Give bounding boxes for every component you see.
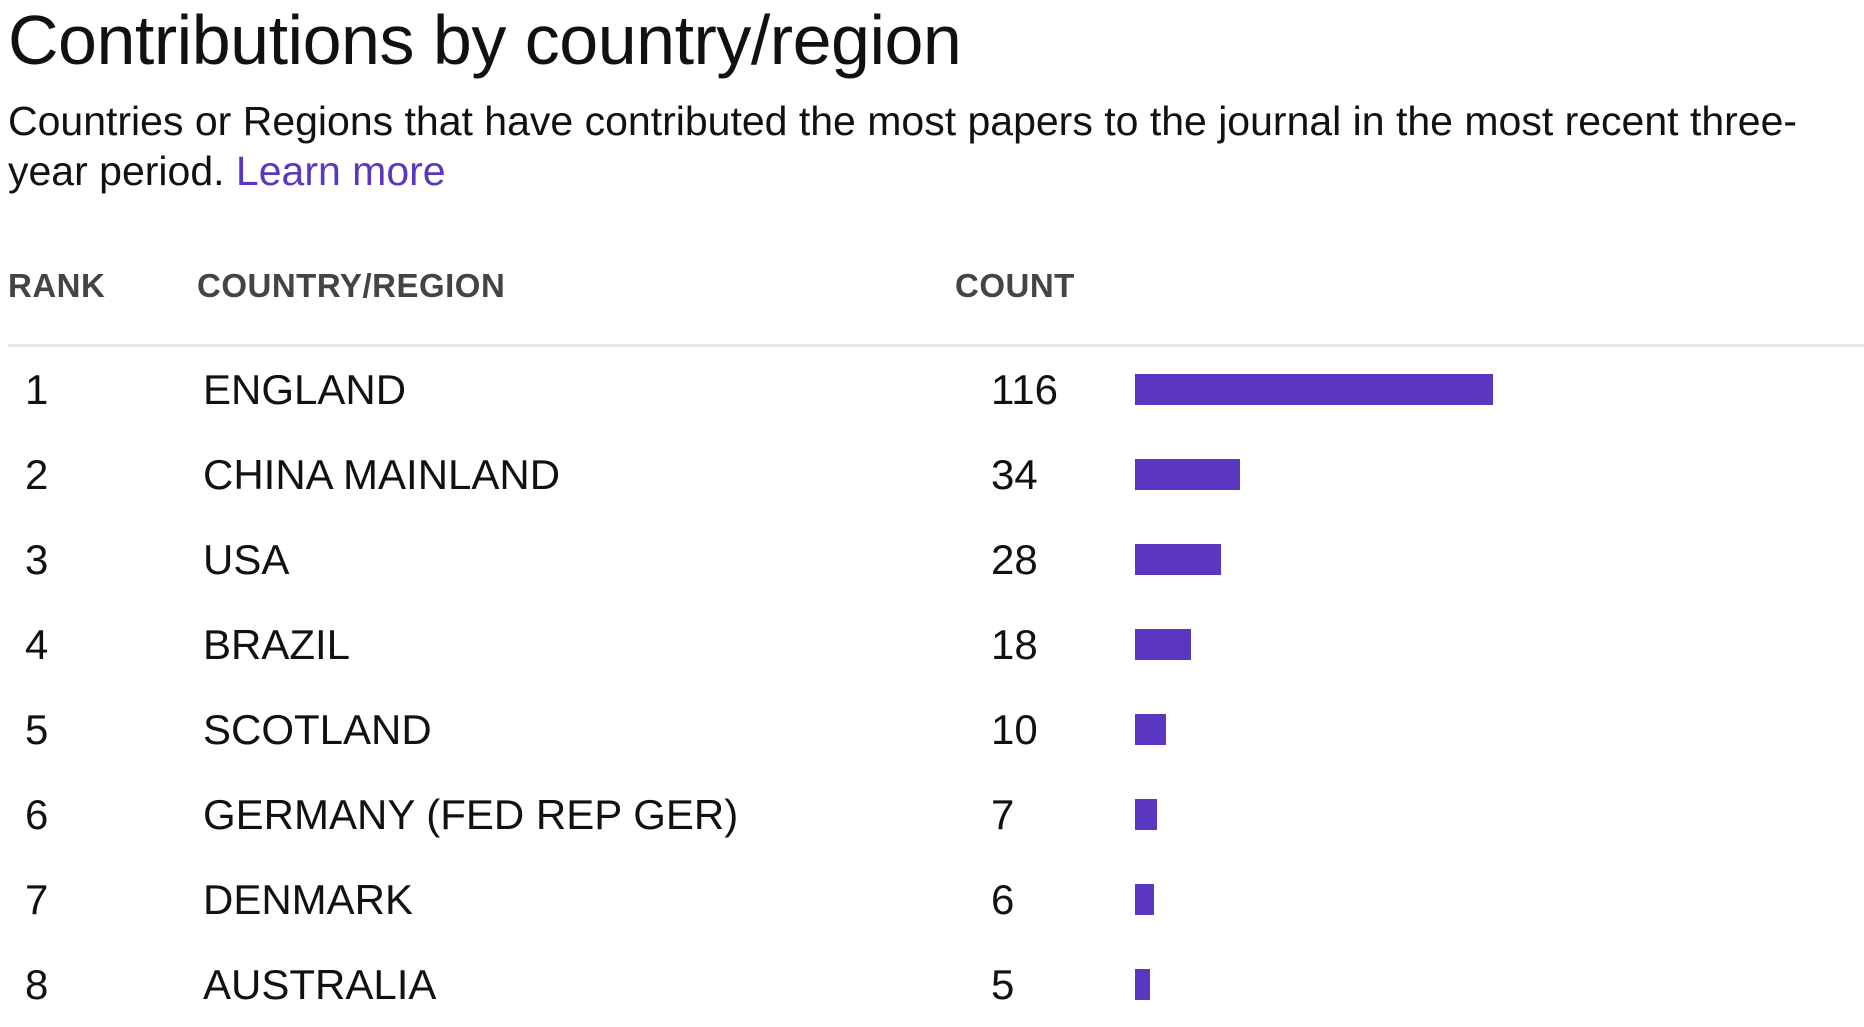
header-divider xyxy=(8,344,1864,347)
learn-more-link[interactable]: Learn more xyxy=(235,148,446,194)
count-bar xyxy=(1135,714,1166,745)
country-cell: GERMANY (FED REP GER) xyxy=(203,791,739,838)
count-bar xyxy=(1135,459,1240,490)
country-cell: AUSTRALIA xyxy=(203,961,437,1008)
count-bar xyxy=(1135,884,1154,915)
country-cell: BRAZIL xyxy=(203,621,351,668)
table-row: 3 USA 28 xyxy=(0,517,1864,602)
rank-cell: 4 xyxy=(25,621,49,668)
rank-cell: 5 xyxy=(25,706,49,753)
table-row: 8 AUSTRALIA 5 xyxy=(0,942,1864,1027)
count-cell: 5 xyxy=(991,961,1015,1008)
table-row: 2 CHINA MAINLAND 34 xyxy=(0,432,1864,517)
page-title: Contributions by country/region xyxy=(8,1,962,79)
count-cell: 28 xyxy=(991,536,1038,583)
rank-cell: 2 xyxy=(25,451,49,498)
count-bar xyxy=(1135,969,1150,1000)
count-bar xyxy=(1135,799,1157,830)
column-header-rank: RANK xyxy=(8,267,106,304)
count-bar xyxy=(1135,544,1221,575)
column-header-country-region: COUNTRY/REGION xyxy=(197,267,506,304)
rank-cell: 7 xyxy=(25,876,49,923)
table-row: 7 DENMARK 6 xyxy=(0,857,1864,942)
country-cell: ENGLAND xyxy=(203,366,407,413)
country-cell: SCOTLAND xyxy=(203,706,432,753)
table-row: 4 BRAZIL 18 xyxy=(0,602,1864,687)
count-cell: 18 xyxy=(991,621,1038,668)
count-cell: 7 xyxy=(991,791,1015,838)
subtitle-text: Countries or Regions that have contribut… xyxy=(8,98,1798,194)
table-row: 5 SCOTLAND 10 xyxy=(0,687,1864,772)
count-cell: 10 xyxy=(991,706,1038,753)
country-cell: DENMARK xyxy=(203,876,414,923)
column-header-count: COUNT xyxy=(955,267,1075,304)
table-row: 6 GERMANY (FED REP GER) 7 xyxy=(0,772,1864,857)
table-row: 1 ENGLAND 116 xyxy=(0,347,1864,432)
country-cell: USA xyxy=(203,536,290,583)
count-cell: 116 xyxy=(991,366,1058,413)
rank-cell: 8 xyxy=(25,961,49,1008)
country-cell: CHINA MAINLAND xyxy=(203,451,561,498)
page-subtitle: Countries or Regions that have contribut… xyxy=(8,96,1858,196)
rank-cell: 3 xyxy=(25,536,49,583)
count-bar xyxy=(1135,629,1191,660)
rank-cell: 1 xyxy=(25,366,49,413)
count-cell: 34 xyxy=(991,451,1038,498)
rank-cell: 6 xyxy=(25,791,49,838)
count-bar xyxy=(1135,374,1493,405)
count-cell: 6 xyxy=(991,876,1015,923)
